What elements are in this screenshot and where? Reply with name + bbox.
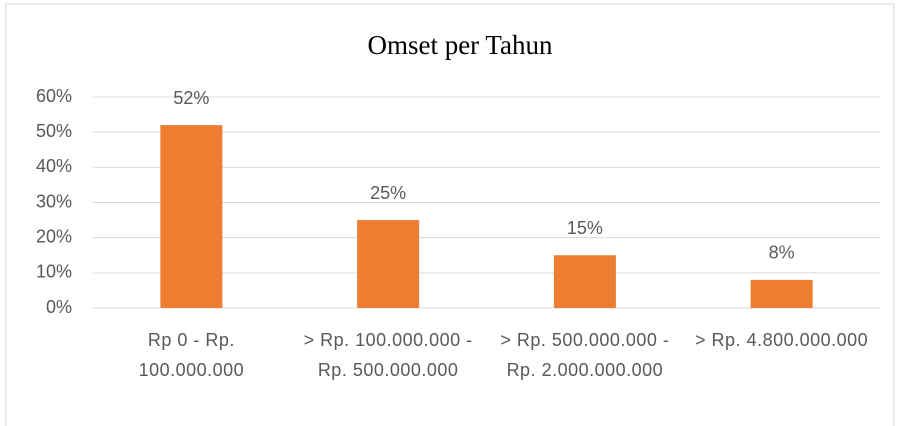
data-label: 15%	[567, 218, 603, 238]
x-tick-label: Rp 0 - Rp. 100.000.000	[138, 330, 245, 380]
data-label: 8%	[769, 243, 795, 263]
bar	[357, 220, 420, 308]
y-tick-label: 50%	[36, 121, 72, 141]
chart-title: Omset per Tahun	[367, 30, 553, 60]
y-tick-label: 30%	[36, 191, 72, 211]
y-tick-label: 60%	[36, 86, 72, 106]
bar	[553, 255, 616, 308]
y-tick-label: 0%	[46, 297, 72, 317]
bar	[750, 279, 813, 308]
x-tick-label: > Rp. 500.000.000 - Rp. 2.000.000.000	[500, 330, 670, 380]
data-label: 52%	[173, 88, 209, 108]
y-tick-label: 10%	[36, 262, 72, 282]
bar	[160, 125, 223, 308]
x-tick-label: > Rp. 100.000.000 - Rp. 500.000.000	[303, 330, 473, 380]
data-label: 25%	[370, 183, 406, 203]
chart-border	[5, 3, 895, 426]
y-tick-label: 40%	[36, 156, 72, 176]
x-tick-label: > Rp. 4.800.000.000	[695, 330, 869, 350]
y-tick-label: 20%	[36, 226, 72, 246]
